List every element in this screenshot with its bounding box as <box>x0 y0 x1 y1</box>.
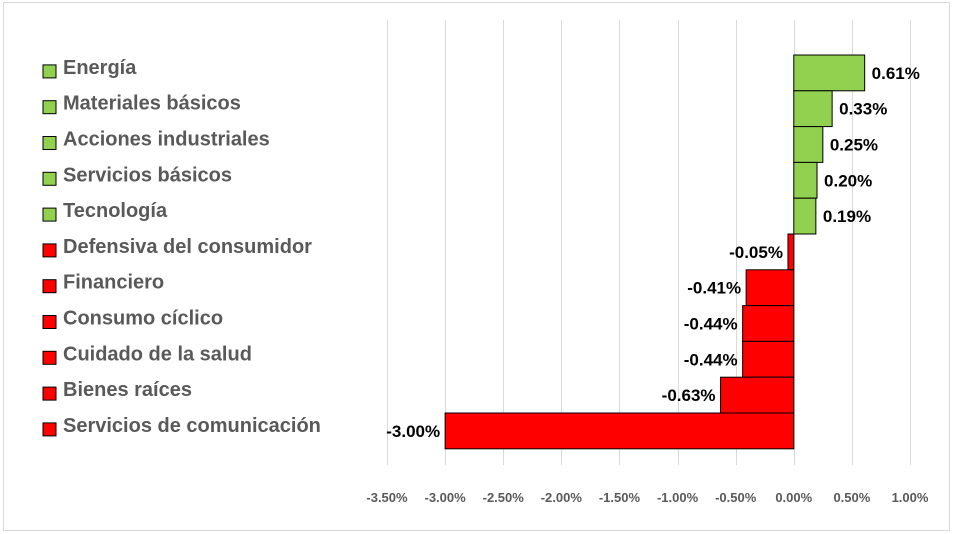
legend-swatch <box>42 386 57 401</box>
legend-label: Servicios básicos <box>63 164 232 186</box>
bar <box>720 376 795 414</box>
x-tick-label: -3.00% <box>425 490 467 505</box>
legend-label: Consumo cíclico <box>63 308 223 330</box>
data-label: 0.25% <box>830 136 878 155</box>
data-label: -0.44% <box>684 315 738 334</box>
data-label: 0.19% <box>823 207 871 226</box>
legend-label: Defensiva del consumidor <box>63 236 312 258</box>
legend-label: Servicios de comunicación <box>63 415 321 437</box>
x-tick-label: -2.50% <box>483 490 525 505</box>
legend-swatch <box>42 207 57 222</box>
x-tick-label: 0.00% <box>775 490 812 505</box>
x-axis-ticks: -3.50% -3.00% -2.50% -2.00% -1.50% -1.00% -0.5… <box>366 490 928 505</box>
bar <box>444 412 795 450</box>
x-tick-label: -1.50% <box>599 490 641 505</box>
legend-label: Financiero <box>63 272 164 294</box>
legend-label: Cuidado de la salud <box>63 343 252 365</box>
data-label: -0.05% <box>729 243 783 262</box>
legend-label: Energía <box>63 57 137 79</box>
data-label: -0.41% <box>687 279 741 298</box>
data-labels: 0.61% 0.33% 0.25% 0.20% 0.19% -0.05% -0.41% -0.… <box>386 64 920 441</box>
legend-swatch <box>42 136 57 150</box>
bar <box>793 90 833 128</box>
legend-label: Bienes raíces <box>63 379 192 401</box>
x-tick-label: -3.50% <box>366 490 408 505</box>
data-label: -0.63% <box>662 386 716 405</box>
legend-swatch <box>42 279 57 294</box>
x-tick-label: -2.00% <box>541 490 583 505</box>
bar <box>793 54 866 92</box>
legend-swatch <box>42 243 57 258</box>
data-label: 0.20% <box>824 171 872 190</box>
legend-label: Tecnología <box>63 200 168 222</box>
legend-swatch <box>42 171 57 186</box>
legend-swatch <box>42 350 57 365</box>
data-label: 0.33% <box>839 100 887 119</box>
bar <box>793 197 817 235</box>
data-label: 0.61% <box>872 64 920 83</box>
bar <box>793 161 818 199</box>
x-tick-label: -0.50% <box>715 490 757 505</box>
legend-swatch <box>42 315 57 329</box>
x-tick-label: 1.00% <box>892 490 929 505</box>
bar <box>742 340 795 378</box>
data-label: -0.44% <box>684 350 738 369</box>
bars <box>444 54 866 450</box>
bar <box>745 269 795 307</box>
legend-swatch <box>42 100 57 115</box>
x-tick-label: -1.00% <box>657 490 699 505</box>
legend: Energía Materiales básicos Acciones indust… <box>42 57 321 437</box>
bar <box>787 233 795 271</box>
legend-label: Acciones industriales <box>63 129 270 151</box>
legend-swatch <box>42 64 57 79</box>
legend-label: Materiales básicos <box>63 93 241 115</box>
bar <box>742 305 795 342</box>
bar <box>793 126 824 163</box>
legend-swatch <box>42 422 57 437</box>
data-label: -3.00% <box>386 422 440 441</box>
x-tick-label: 0.50% <box>833 490 870 505</box>
